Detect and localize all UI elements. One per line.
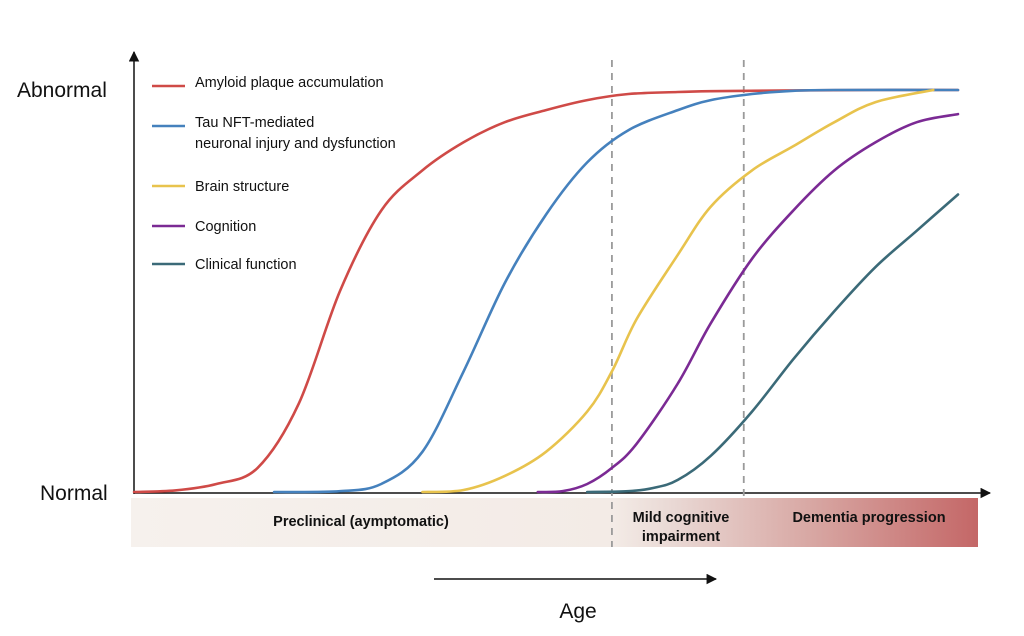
- stage-label-dementia: Dementia progression: [792, 510, 945, 526]
- series-line-1: [132, 88, 960, 494]
- y-label-normal: Normal: [40, 482, 108, 505]
- series-line-2: [272, 88, 960, 494]
- stage-band: [131, 498, 978, 547]
- series-line-5: [585, 193, 960, 494]
- y-label-abnormal: Abnormal: [17, 79, 107, 102]
- legend-label: Brain structure: [195, 179, 289, 195]
- legend-label-line1: Tau NFT-mediated: [195, 115, 314, 131]
- legend-label: Clinical function: [195, 257, 297, 273]
- legend-label: Amyloid plaque accumulation: [195, 75, 384, 91]
- stage-label-preclinical: Preclinical (aymptomatic): [273, 514, 449, 530]
- legend-label: Cognition: [195, 219, 256, 235]
- stage-label-mci-line2: impairment: [642, 529, 720, 545]
- series-line-4: [536, 112, 960, 494]
- legend: Amyloid plaque accumulation Tau NFT-medi…: [152, 75, 396, 273]
- series-line-3: [421, 88, 935, 494]
- series-lines: [132, 88, 960, 494]
- stage-label-mci-line1: Mild cognitive: [633, 510, 730, 526]
- legend-label-line2: neuronal injury and dysfunction: [195, 136, 396, 152]
- x-axis-label: Age: [559, 600, 596, 623]
